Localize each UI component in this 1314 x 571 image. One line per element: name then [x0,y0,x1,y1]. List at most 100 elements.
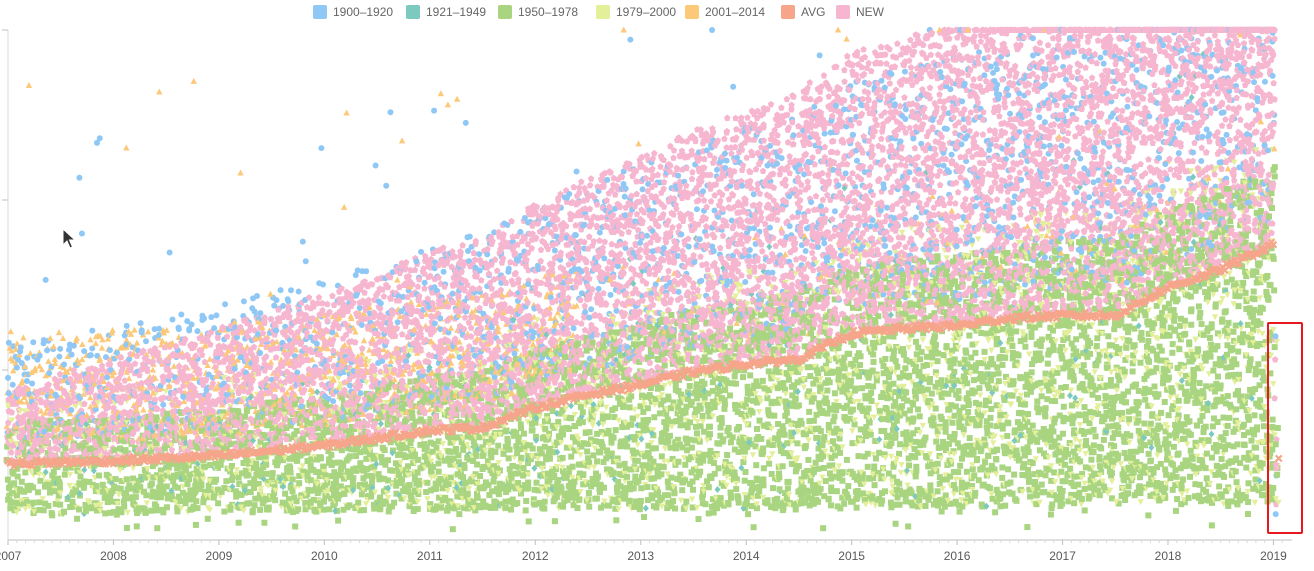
data-point [163,504,170,511]
data-point [54,423,62,430]
legend-item[interactable]: 1900–1920 [313,2,393,22]
data-point [394,276,401,283]
data-point [34,420,41,427]
data-point [36,506,43,513]
data-point [170,478,177,485]
data-point [11,480,18,487]
legend-item[interactable]: 1950–1978 [498,2,578,22]
data-point [261,432,268,439]
data-point [3,423,10,430]
data-point [257,506,264,513]
data-point [96,472,103,479]
legend-item[interactable]: 1979–2000 [596,2,676,22]
data-point [267,315,275,323]
data-point [363,268,370,275]
data-point [295,506,302,513]
data-point [109,326,116,333]
x-tick-label: 2015 [838,549,865,563]
data-point [9,441,17,449]
data-point [355,499,362,506]
data-point [253,460,260,467]
data-point [143,492,150,499]
data-point [330,502,337,509]
data-point [385,457,392,464]
data-point [245,500,252,507]
data-point [45,381,52,388]
data-point [8,417,15,424]
data-point [265,506,272,513]
x-tick-label: 2011 [417,549,443,563]
data-point [314,388,321,396]
data-point [37,407,45,414]
data-point [36,352,43,359]
x-tick-label: 2016 [944,549,971,563]
data-point [138,329,145,336]
data-point [77,473,84,480]
data-point [38,446,45,454]
legend-item[interactable]: NEW [836,2,884,22]
data-point [23,398,30,405]
data-point [104,374,111,381]
data-point [211,325,218,332]
data-point [424,295,431,302]
data-point [112,476,119,483]
legend-item[interactable]: 2001–2014 [685,2,765,22]
data-point [305,294,313,301]
data-point [223,333,231,340]
data-point [72,487,79,494]
data-point [237,323,244,331]
data-point [398,330,406,338]
legend-label: 1900–1920 [333,5,394,19]
data-point [424,479,431,486]
data-point [51,488,58,495]
data-point [16,408,24,415]
data-point [133,523,140,530]
data-point [66,471,74,478]
data-point [192,521,199,528]
data-point [282,490,289,497]
data-point [237,169,244,176]
data-point [7,505,14,512]
data-point [307,477,314,484]
legend-item[interactable]: AVG [781,2,825,22]
data-point [44,405,51,412]
data-point [445,455,452,462]
data-point [27,468,35,475]
data-point [15,500,22,507]
data-point [93,483,100,490]
data-point [37,477,44,484]
data-point [361,448,368,455]
data-point [153,416,160,423]
data-point [330,398,337,405]
data-point [76,506,83,513]
data-point [82,439,89,446]
data-point [57,490,64,497]
data-point [31,442,38,449]
data-point [184,480,191,487]
data-point [151,396,159,403]
data-point [287,287,294,294]
data-point [140,406,147,413]
data-point [67,504,74,511]
data-point [27,349,34,356]
data-point [444,101,452,108]
data-point [346,453,353,460]
data-point [193,498,200,505]
data-point [4,476,11,483]
data-point [49,472,56,479]
data-point [169,316,176,323]
data-point [51,476,58,483]
data-point [113,349,120,356]
data-point [111,447,118,454]
data-point [24,499,31,506]
data-point [22,418,29,426]
data-point [194,505,201,512]
data-point [82,507,89,514]
legend-swatch [685,5,699,19]
data-point [52,500,59,507]
data-point [57,501,64,508]
data-point [20,334,27,341]
legend-item[interactable]: 1921–1949 [406,2,486,22]
data-point [217,461,224,468]
data-point [242,413,249,420]
